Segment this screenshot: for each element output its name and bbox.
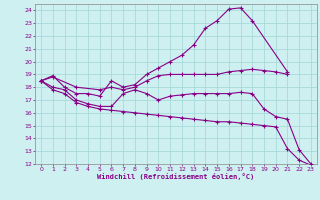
X-axis label: Windchill (Refroidissement éolien,°C): Windchill (Refroidissement éolien,°C) — [97, 173, 255, 180]
